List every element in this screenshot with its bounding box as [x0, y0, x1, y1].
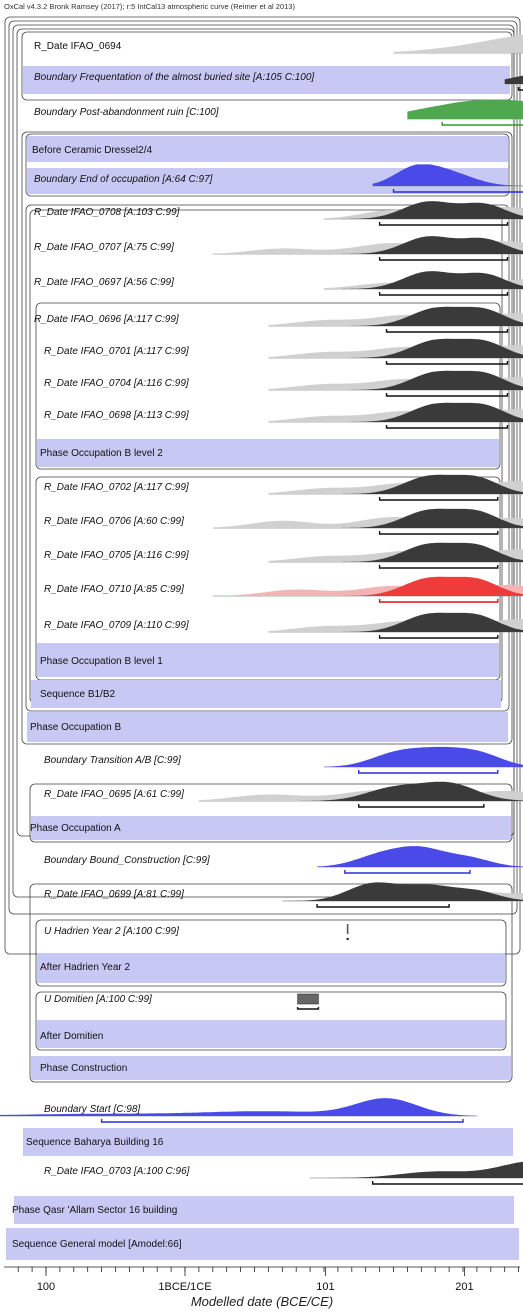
row-label: Boundary Start [C:98] — [44, 1104, 140, 1115]
modelled-distribution — [324, 271, 523, 289]
row-label: After Domitien — [40, 1031, 103, 1042]
modelled-distribution — [198, 781, 523, 801]
tick-label: 100 — [37, 1281, 55, 1293]
row-label: Boundary Post-abandonment ruin [C:100] — [34, 107, 219, 118]
row-label: Phase Construction — [40, 1063, 127, 1074]
row-label: R_Date IFAO_0707 [A:75 C:99] — [34, 242, 174, 253]
minor-ticks — [17, 1267, 519, 1272]
x-axis: 2001001BCE/1CE101201301401 — [4, 1266, 520, 1293]
modelled-distribution — [317, 846, 523, 867]
range-bracket — [441, 122, 523, 126]
row-label: Phase Qasr 'Allam Sector 16 building — [12, 1205, 177, 1216]
range-bracket — [378, 222, 509, 226]
row-label: Before Ceramic Dressel2/4 — [32, 145, 152, 156]
modelled-distribution — [324, 201, 523, 219]
row-label: U Domitien [A:100 C:99] — [44, 994, 152, 1005]
unmodelled-distribution — [393, 34, 523, 53]
range-bracket — [296, 1007, 320, 1010]
row-label: R_Date IFAO_0702 [A:117 C:99] — [44, 482, 189, 493]
row-labels: R_Date IFAO_0694 Boundary Frequentation o… — [12, 41, 314, 1250]
row-label: R_Date IFAO_0694 — [34, 41, 122, 52]
tick-label: 1BCE/1CE — [158, 1281, 211, 1293]
tick-label: 201 — [455, 1281, 473, 1293]
hadrien-spike — [346, 924, 349, 934]
modelled-distribution — [372, 164, 523, 186]
range-bracket — [378, 257, 509, 261]
label-bands — [6, 66, 519, 1260]
range-bracket — [371, 1181, 523, 1185]
row-label: Boundary Transition A/B [C:99] — [44, 755, 181, 766]
range-bracket — [358, 804, 485, 808]
row-label: Phase Occupation A — [30, 823, 121, 834]
row-label: R_Date IFAO_0696 [A:117 C:99] — [34, 314, 179, 325]
row-label: Phase Occupation B — [30, 722, 121, 733]
modelled-distribution — [0, 1098, 477, 1116]
modelled-distribution — [310, 1161, 523, 1178]
row-label: R_Date IFAO_0704 [A:116 C:99] — [44, 378, 189, 389]
range-bracket — [378, 599, 499, 603]
chart-header: OxCal v4.3.2 Bronk Ramsey (2017); r:5 In… — [4, 2, 295, 11]
range-bracket — [316, 904, 450, 908]
modelled-distribution — [407, 99, 523, 119]
modelled-distribution — [268, 542, 523, 562]
hadrien-dot — [346, 937, 349, 941]
modelled-distribution — [268, 402, 523, 422]
row-label: R_Date IFAO_0699 [A:81 C:99] — [44, 889, 184, 900]
range-bracket — [344, 870, 471, 874]
row-label: R_Date IFAO_0709 [A:110 C:99] — [44, 620, 189, 631]
row-label: R_Date IFAO_0695 [A:61 C:99] — [44, 789, 184, 800]
row-label: Sequence Baharya Building 16 — [26, 1137, 164, 1148]
distributions — [0, 34, 523, 1185]
row-label: Phase Occupation B level 1 — [40, 656, 163, 667]
modelled-distribution — [268, 338, 523, 358]
range-bracket — [358, 770, 499, 774]
row-label: R_Date IFAO_0710 [A:85 C:99] — [44, 584, 184, 595]
range-bracket — [378, 565, 499, 569]
row-label: After Hadrien Year 2 — [40, 962, 130, 973]
row-label: R_Date IFAO_0705 [A:116 C:99] — [44, 550, 189, 561]
modelled-distribution — [212, 576, 523, 596]
tick-label: 101 — [316, 1281, 334, 1293]
range-bracket — [378, 531, 499, 535]
range-bracket — [385, 361, 509, 365]
row-label: Phase Occupation B level 2 — [40, 448, 163, 459]
range-bracket — [378, 497, 499, 501]
row-label: U Hadrien Year 2 [A:100 C:99] — [44, 926, 179, 937]
row-label: R_Date IFAO_0706 [A:60 C:99] — [44, 516, 184, 527]
row-label: R_Date IFAO_0701 [A:117 C:99] — [44, 346, 189, 357]
modelled-distribution — [504, 75, 523, 84]
modelled-distribution — [324, 746, 523, 767]
modelled-distribution — [268, 474, 523, 494]
row-label: R_Date IFAO_0703 [A:100 C:96] — [44, 1166, 190, 1177]
domitien-block — [297, 993, 319, 1005]
range-bracket — [385, 393, 509, 397]
row-label: Boundary End of occupation [A:64 C:97] — [34, 174, 213, 185]
range-bracket — [392, 189, 523, 193]
modelled-distribution — [268, 306, 523, 326]
row-label: Sequence B1/B2 — [40, 689, 115, 700]
range-bracket — [385, 425, 509, 429]
range-bracket — [385, 329, 509, 333]
range-bracket — [378, 292, 509, 296]
x-axis-label: Modelled date (BCE/CE) — [191, 1294, 333, 1309]
row-label: R_Date IFAO_0697 [A:56 C:99] — [34, 277, 174, 288]
row-label: R_Date IFAO_0698 [A:113 C:99] — [44, 410, 189, 421]
row-label: R_Date IFAO_0708 [A:103 C:99] — [34, 207, 180, 218]
range-bracket — [517, 87, 523, 91]
range-bracket — [100, 1119, 464, 1123]
modelled-distribution — [212, 236, 523, 254]
row-label: Boundary Frequentation of the almost bur… — [34, 72, 314, 83]
modelled-distribution — [282, 882, 523, 901]
range-bracket — [378, 635, 499, 639]
modelled-distribution — [268, 370, 523, 390]
modelled-distribution — [212, 508, 523, 528]
row-label: Boundary Bound_Construction [C:99] — [44, 855, 210, 866]
major-ticks: 2001001BCE/1CE101201301401 — [37, 1267, 474, 1293]
row-label: Sequence General model [Amodel:66] — [12, 1239, 182, 1250]
modelled-distribution — [268, 612, 523, 632]
